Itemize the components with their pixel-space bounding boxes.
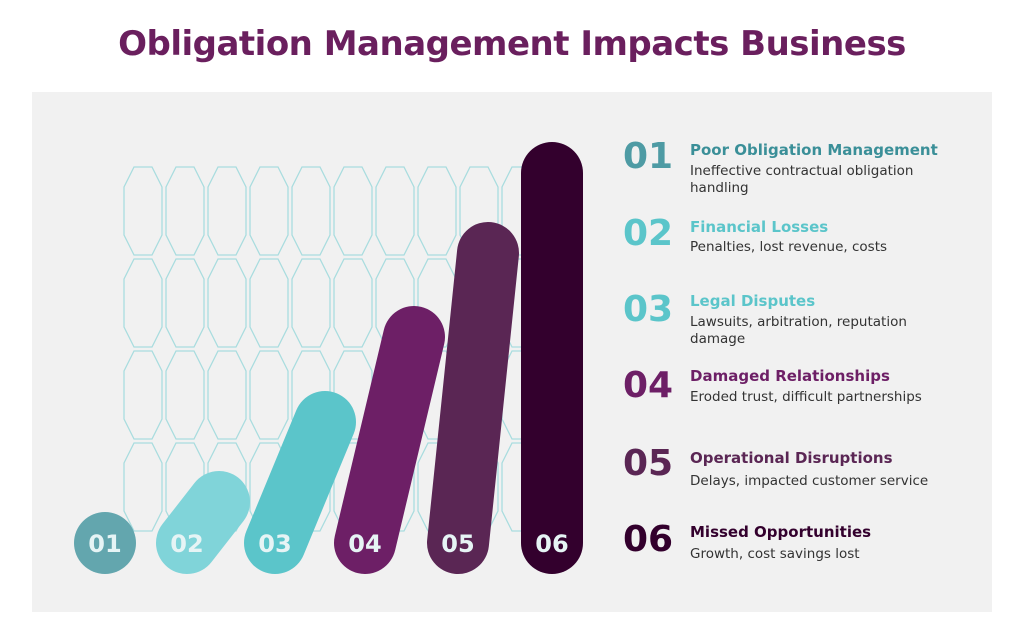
pill: [334, 306, 445, 574]
item-number: 04: [622, 365, 674, 406]
item-number: 02: [622, 213, 674, 254]
pill: [427, 222, 519, 574]
item-heading: Damaged Relationships: [690, 367, 890, 385]
item-description: Growth, cost savings lost: [690, 546, 860, 562]
pill-label: 04: [348, 530, 381, 558]
pills: [74, 142, 583, 574]
item-number: 01: [622, 136, 674, 177]
pill-label: 01: [88, 530, 121, 558]
item-heading: Operational Disruptions: [690, 449, 893, 467]
pill-label: 02: [170, 530, 203, 558]
item-heading: Legal Disputes: [690, 292, 816, 310]
item-heading: Missed Opportunities: [690, 523, 872, 541]
item-heading: Poor Obligation Management: [690, 141, 938, 159]
item-description: Lawsuits, arbitration, reputation damage: [690, 314, 907, 347]
item-number: 06: [622, 519, 674, 560]
item-description: Penalties, lost revenue, costs: [690, 239, 888, 255]
pill-label: 06: [535, 530, 568, 558]
pill-label: 05: [441, 530, 474, 558]
pill: [244, 391, 356, 574]
title: Obligation Management Impacts Business: [118, 24, 906, 64]
item-description: Delays, impacted customer service: [690, 473, 929, 489]
pill: [156, 471, 250, 574]
item-heading: Financial Losses: [690, 218, 829, 236]
item-description: Eroded trust, difficult partnerships: [690, 389, 922, 405]
pill-label: 03: [258, 530, 291, 558]
item-description: Ineffective contractual obligation handl…: [690, 163, 914, 196]
item-number: 03: [622, 289, 674, 330]
item-number: 05: [622, 443, 674, 484]
